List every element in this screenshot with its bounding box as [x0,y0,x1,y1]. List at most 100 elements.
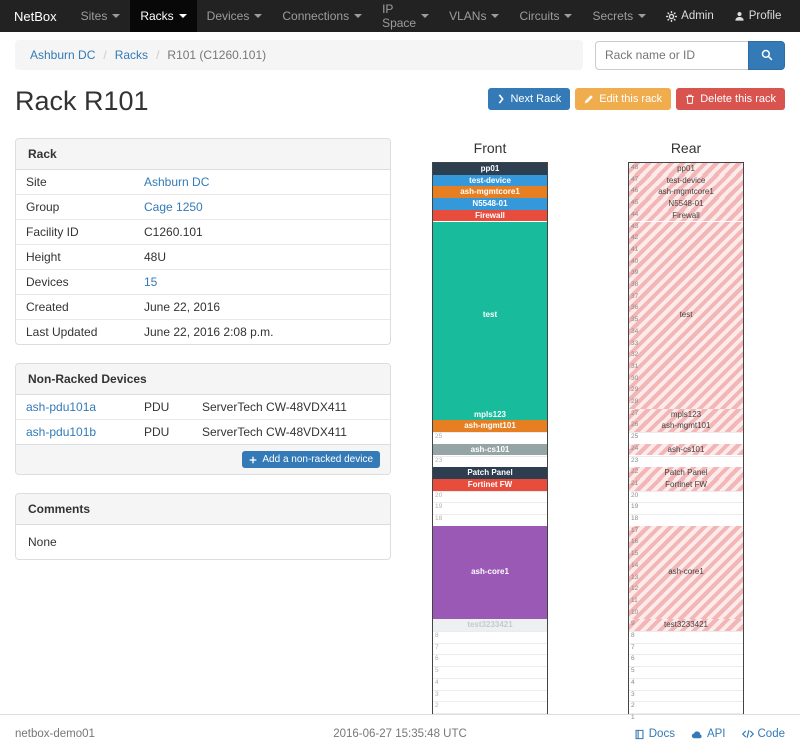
search-input[interactable] [595,40,748,70]
next-rack-button[interactable]: Next Rack [488,88,571,110]
book-icon [635,729,644,739]
code-label: Code [757,728,786,740]
device-name-cell: ash-pdu101b [16,419,134,444]
footer-timestamp: 2016-06-27 15:35:48 UTC [333,728,467,740]
rack-attrs-body: Site Ashburn DC Group Cage 1250 Facility ID C… [16,170,390,344]
chevron-down-icon [354,14,363,18]
nav-item-vlans[interactable]: VLANs [439,0,509,32]
rack-device-rear[interactable]: Firewall [629,209,743,222]
attr-value-link[interactable]: Cage 1250 [144,200,203,214]
attr-value-link[interactable]: Ashburn DC [144,175,210,189]
breadcrumb-item[interactable]: Ashburn DC [30,48,96,62]
device-name-link[interactable]: ash-pdu101a [26,400,97,414]
unit-number: 9 [631,620,635,628]
nav-item-racks[interactable]: Racks [130,0,197,32]
unit-number: 43 [631,222,639,230]
table-row: Site Ashburn DC [16,170,390,195]
nav-item-circuits[interactable]: Circuits [509,0,582,32]
attr-value-cell: 48U [134,244,390,270]
attr-label: Group [16,194,134,220]
rear-elevation-title: Rear [670,140,702,156]
logout-link[interactable]: Log out [791,0,800,32]
rack-device-rear[interactable]: Fortinet FW [629,478,743,491]
rack-device-front[interactable]: N5548-01 [433,198,547,210]
api-label: API [706,728,726,740]
nav-item-connections[interactable]: Connections [272,0,372,32]
rack-device-front[interactable]: test [433,221,547,409]
rack-device-front[interactable]: pp01 [433,163,547,175]
rack-device-rear[interactable]: ash-core1 [629,525,743,620]
rack-device-front[interactable]: ash-mgmt101 [433,420,547,433]
add-nonracked-device-button[interactable]: Add a non-racked device [242,451,380,468]
rack-device-rear[interactable]: ash-mgmt101 [629,420,743,433]
rack-device-front[interactable]: ash-mgmtcore1 [433,186,547,199]
unit-number: 4 [435,678,439,686]
navbar-right: Admin Profile Log out [656,0,800,32]
unit-number: 37 [631,292,639,300]
admin-label: Admin [681,10,714,22]
chevron-down-icon [178,14,187,18]
breadcrumb: Ashburn DC Racks R101 (C1260.101) [15,40,583,70]
rack-panel-title: Rack [16,139,390,170]
brand-logo[interactable]: NetBox [14,8,57,24]
unit-number: 6 [435,655,439,663]
rack-device-front[interactable]: test3233421 [433,619,547,631]
device-name-link[interactable]: ash-pdu101b [26,425,97,439]
nav-item-label: Connections [282,9,350,23]
unit-number: 16 [631,538,639,546]
search-button[interactable] [748,40,785,70]
rack-unit: 6 [433,654,547,666]
breadcrumb-separator [95,48,114,62]
rack-device-rear[interactable]: test3233421 [629,619,743,631]
code-link[interactable]: Code [741,728,786,740]
attr-value-cell: C1260.101 [134,219,390,245]
nav-item-label: IP Space [382,2,417,30]
rack-device-rear[interactable]: ash-cs101 [629,443,743,456]
chevron-down-icon [421,14,430,18]
unit-number: 13 [631,573,639,581]
breadcrumb-item[interactable]: Racks [114,48,149,62]
attr-value-cell: 15 [134,269,390,295]
rack-device-rear[interactable]: test [629,221,743,409]
delete-rack-button[interactable]: Delete this rack [676,88,785,110]
rack-device-front[interactable]: test-device [433,174,547,187]
unit-number: 2 [435,702,439,710]
rack-device-rear[interactable]: ash-mgmtcore1 [629,186,743,199]
docs-link[interactable]: Docs [634,728,675,740]
unit-number: 19 [631,503,639,511]
unit-number: 31 [631,362,639,370]
docs-label: Docs [648,728,675,740]
rack-device-rear[interactable]: N5548-01 [629,198,743,210]
nav-item-secrets[interactable]: Secrets [582,0,656,32]
rack-device-front[interactable]: Patch Panel [433,467,547,479]
attr-value-link[interactable]: 15 [144,275,158,289]
unit-number: 7 [631,643,635,651]
nav-item-label: Secrets [592,9,634,23]
rack-unit: 18 [433,514,547,526]
unit-number: 45 [631,199,639,207]
nav-item-sites[interactable]: Sites [71,0,131,32]
table-row: ash-pdu101b PDU ServerTech CW-48VDX411 [16,419,390,444]
rack-device-front[interactable]: Fortinet FW [433,478,547,491]
breadcrumb-separator [148,48,167,62]
nav-item-ip-space[interactable]: IP Space [372,0,439,32]
edit-rack-button[interactable]: Edit this rack [575,88,672,110]
rack-elevation-front: 4847464544434241403938373635343332313029… [432,162,548,724]
api-link[interactable]: API [691,728,726,740]
unit-number: 44 [631,210,639,218]
profile-link[interactable]: Profile [724,0,792,32]
unit-number: 11 [631,596,638,604]
nav-item-devices[interactable]: Devices [197,0,273,32]
rack-device-front[interactable]: ash-core1 [433,525,547,620]
rack-device-rear[interactable]: pp01 [629,163,743,175]
rack-device-front[interactable]: mpls123 [433,408,547,421]
attr-value-cell: Cage 1250 [134,194,390,220]
rack-device-rear[interactable]: test-device [629,174,743,187]
rack-device-rear[interactable]: Patch Panel [629,467,743,479]
unit-number: 32 [631,351,639,359]
admin-link[interactable]: Admin [656,0,724,32]
rack-device-rear[interactable]: mpls123 [629,408,743,421]
rack-device-front[interactable]: ash-cs101 [433,443,547,456]
rack-device-front[interactable]: Firewall [433,209,547,222]
rack-unit: 8 [433,631,547,643]
